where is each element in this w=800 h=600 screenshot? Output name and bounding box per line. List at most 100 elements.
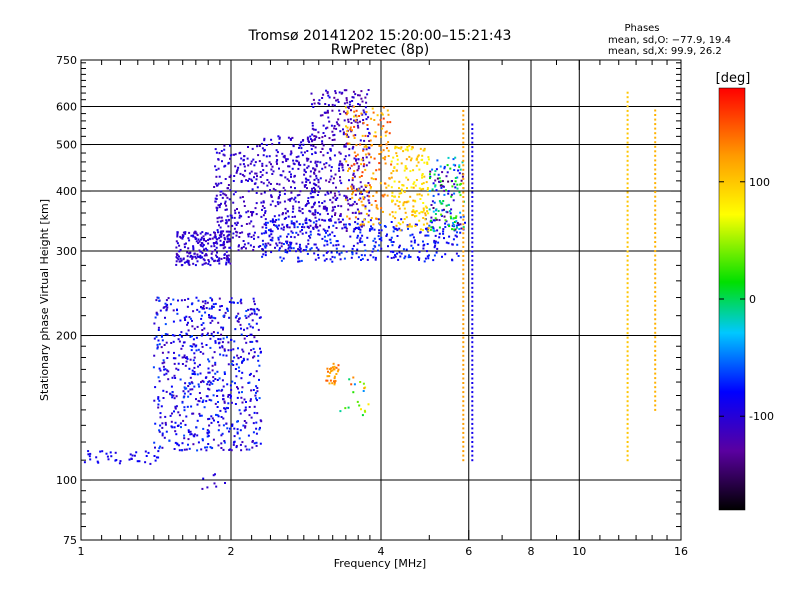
data-point (250, 214, 253, 217)
data-point (381, 194, 384, 197)
data-point (315, 165, 318, 168)
data-point (172, 394, 175, 397)
data-point (213, 245, 216, 248)
data-point (445, 220, 448, 223)
data-point (305, 246, 308, 249)
data-point (435, 168, 438, 171)
data-point (260, 181, 263, 184)
data-point (626, 223, 629, 226)
data-point (471, 373, 474, 375)
data-point (334, 212, 337, 215)
data-point (318, 137, 321, 139)
data-point (300, 141, 303, 144)
data-point (311, 103, 313, 106)
data-point (292, 205, 295, 208)
data-point (367, 182, 370, 184)
data-point (359, 143, 362, 146)
data-point (415, 179, 418, 181)
data-point (328, 219, 331, 222)
data-point (345, 135, 348, 138)
data-point (187, 329, 190, 332)
data-point (471, 336, 474, 339)
data-point (324, 134, 327, 137)
data-point (325, 162, 328, 165)
data-point (178, 244, 181, 247)
data-point (198, 363, 201, 366)
data-point (427, 227, 430, 229)
data-point (424, 205, 427, 208)
data-point (471, 341, 474, 344)
data-point (96, 460, 99, 463)
data-point (250, 416, 253, 419)
data-point (314, 146, 317, 149)
data-point (193, 433, 196, 436)
data-point (189, 388, 192, 391)
data-point (200, 314, 203, 317)
data-point (180, 347, 183, 350)
data-point (471, 236, 474, 239)
data-point (333, 125, 336, 127)
data-point (317, 229, 320, 232)
data-point (321, 114, 324, 117)
data-point (412, 205, 415, 208)
data-point (406, 149, 409, 152)
data-point (438, 226, 441, 229)
data-point (279, 256, 282, 259)
data-point (260, 201, 263, 204)
data-point (440, 186, 443, 189)
data-point (324, 229, 326, 232)
data-point (347, 136, 350, 138)
data-point (304, 177, 307, 180)
data-point (264, 246, 267, 249)
data-point (254, 207, 257, 210)
data-point (176, 242, 179, 245)
data-point (329, 238, 332, 241)
data-point (191, 345, 194, 348)
data-point (182, 231, 185, 234)
data-point (260, 142, 263, 145)
colorbar-tick-label: 0 (749, 293, 756, 306)
data-point (626, 177, 629, 180)
data-point (462, 354, 465, 357)
data-point (271, 239, 274, 242)
data-point (144, 450, 147, 453)
data-point (240, 247, 243, 250)
data-point (144, 461, 147, 464)
data-point (166, 333, 169, 336)
data-point (223, 154, 226, 157)
data-point (626, 227, 629, 230)
data-point (324, 205, 327, 208)
data-point (281, 152, 284, 155)
data-point (462, 196, 465, 198)
data-point (310, 196, 313, 199)
data-point (626, 459, 629, 462)
data-point (457, 169, 460, 172)
data-point (471, 304, 474, 307)
data-point (350, 256, 353, 259)
data-point (309, 181, 311, 184)
data-point (261, 255, 264, 258)
data-point (188, 447, 191, 450)
data-point (191, 335, 193, 338)
data-point (355, 144, 358, 147)
data-point (331, 103, 334, 106)
data-point (278, 137, 281, 140)
data-point (654, 404, 657, 407)
data-point (236, 432, 239, 435)
data-point (280, 245, 283, 248)
data-point (392, 226, 395, 229)
data-point (439, 180, 442, 183)
data-point (187, 443, 189, 446)
data-point (235, 171, 238, 174)
data-point (248, 232, 251, 235)
data-point (312, 228, 315, 230)
data-point (289, 245, 292, 248)
data-point (233, 175, 236, 177)
data-point (432, 259, 435, 262)
data-point (177, 258, 180, 261)
data-point (373, 244, 376, 247)
data-point (355, 227, 358, 229)
data-point (391, 199, 393, 202)
data-point (209, 346, 212, 349)
